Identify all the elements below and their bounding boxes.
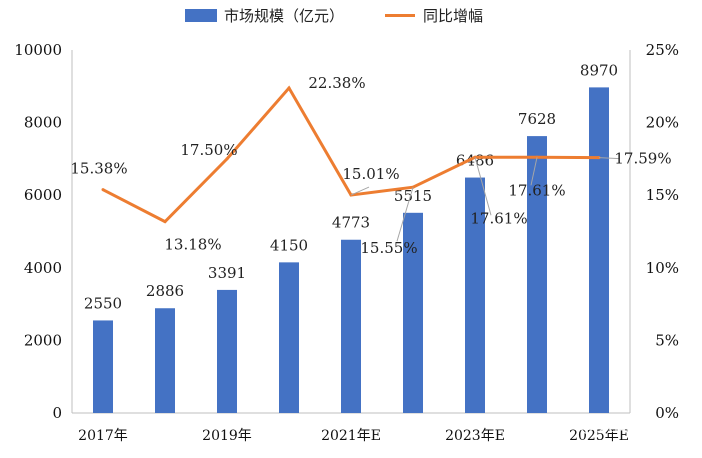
pct-value-label: 15.01% [342, 165, 399, 183]
bar [341, 239, 361, 413]
legend-swatch-bar [185, 9, 217, 22]
legend-label-yoy-growth: 同比增幅 [423, 7, 483, 25]
x-tick-label: 2017年 [78, 428, 128, 444]
line-series [101, 85, 601, 224]
bar-value-label: 6486 [456, 152, 494, 170]
left-tick-label: 2000 [24, 331, 62, 349]
bar-value-label: 4773 [332, 214, 370, 232]
right-tick-label: 5% [655, 331, 679, 349]
left-tick-label: 4000 [24, 259, 62, 277]
right-tick-label: 15% [646, 186, 679, 204]
left-tick-label: 0 [52, 404, 62, 422]
leader-line [396, 187, 414, 242]
left-tick-label: 6000 [24, 186, 62, 204]
bar-value-label: 3391 [208, 264, 246, 282]
left-tick-label: 10000 [14, 41, 62, 59]
pct-value-label: 15.55% [360, 239, 417, 257]
x-tick-label: 2021年E [321, 428, 381, 444]
right-tick-label: 20% [646, 114, 679, 132]
leader-line [474, 157, 492, 216]
right-axis-ticks: 0% 5% 10% 15% 20% 25% [646, 41, 679, 422]
leader-line [598, 157, 620, 160]
bar [93, 320, 113, 413]
bar [589, 87, 609, 413]
x-axis-ticks: 2017年 2019年 2021年E 2023年E 2025年E [78, 428, 629, 444]
right-tick-label: 0% [655, 404, 679, 422]
bar-value-label: 5515 [394, 187, 432, 205]
watermark: 知乎 @数商云 [540, 416, 647, 436]
line-point [287, 86, 291, 90]
right-tick-label: 25% [646, 41, 679, 59]
legend-label-market-size: 市场规模（亿元） [224, 7, 344, 25]
pct-labels: 15.38% 13.18% 17.50% 22.38% 15.01% 15.55% 17.6… [70, 74, 671, 257]
pct-value-label: 15.38% [70, 160, 127, 178]
bar-value-label: 2550 [84, 294, 122, 312]
pct-value-label: 13.18% [164, 236, 221, 254]
x-tick-label: 2025年E [569, 428, 629, 444]
line-point [225, 157, 229, 161]
pct-value-label: 17.61% [470, 209, 527, 227]
bar [155, 308, 175, 413]
bar-value-label: 8970 [580, 61, 618, 79]
pct-value-label: 22.38% [308, 74, 365, 92]
pct-value-label: 17.59% [614, 150, 671, 168]
x-tick-label: 2023年E [445, 428, 505, 444]
pct-value-label: 17.50% [180, 141, 237, 159]
bar [217, 289, 237, 413]
left-axis-ticks: 0 2000 4000 6000 8000 10000 [14, 41, 62, 422]
bar [465, 177, 485, 413]
line-path [102, 85, 600, 224]
bar-value-label: 2886 [146, 282, 184, 300]
left-tick-label: 8000 [24, 114, 62, 132]
x-tick-label: 2019年 [202, 428, 252, 444]
leader-line [350, 186, 370, 196]
bar-labels: 2550 2886 3391 4150 4773 5515 6486 7628 8970 [84, 61, 618, 312]
right-tick-label: 10% [646, 259, 679, 277]
bar-value-label: 7628 [518, 110, 556, 128]
bar-series [93, 87, 609, 413]
bar [403, 212, 423, 413]
bar [279, 262, 299, 413]
line-point [101, 188, 105, 192]
legend: 市场规模（亿元） 同比增幅 [185, 7, 483, 25]
bar-value-label: 4150 [270, 236, 308, 254]
pct-value-label: 17.61% [508, 181, 565, 199]
leader-line [530, 157, 538, 186]
bar [527, 136, 547, 413]
leader-lines [350, 157, 620, 242]
line-point [163, 220, 167, 224]
